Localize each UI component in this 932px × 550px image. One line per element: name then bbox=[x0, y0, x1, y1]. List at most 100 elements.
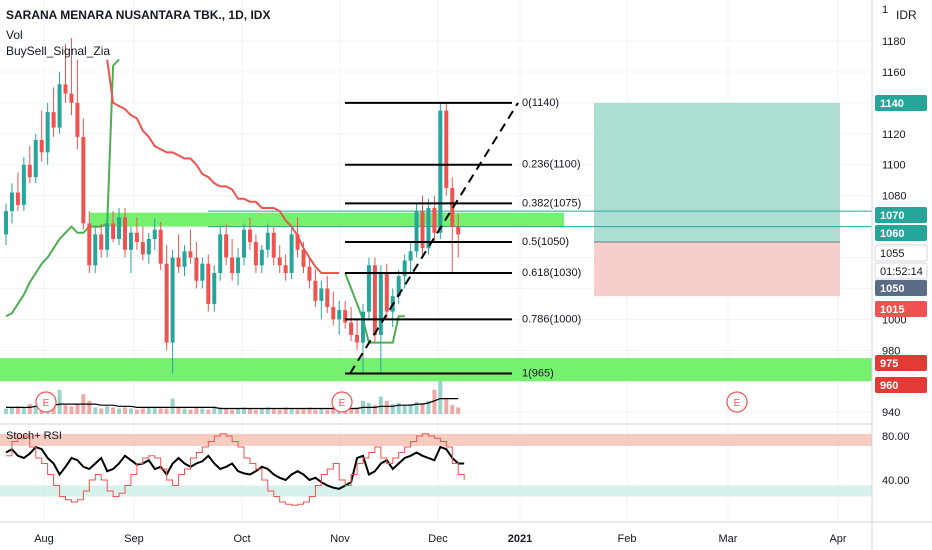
volume-ma-line bbox=[6, 398, 459, 410]
volume-bar bbox=[9, 407, 14, 414]
candle-body bbox=[337, 310, 342, 320]
candle-body bbox=[9, 192, 14, 212]
volume-bar bbox=[242, 407, 246, 414]
target-zone bbox=[594, 102, 840, 243]
stoch-tick-label: 40.00 bbox=[882, 475, 910, 487]
volume-bar bbox=[366, 403, 371, 414]
price-tick-label: 1120 bbox=[882, 129, 906, 141]
candle-body bbox=[188, 251, 193, 258]
candle-body bbox=[414, 211, 419, 252]
fib-level-label: 0.5(1050) bbox=[522, 236, 569, 248]
candle-body bbox=[176, 257, 181, 267]
price-label: 1140 bbox=[880, 98, 904, 110]
candle-body bbox=[426, 208, 431, 249]
signal-line bbox=[5, 58, 120, 318]
volume-bar bbox=[408, 404, 413, 414]
volume-bar bbox=[307, 407, 312, 414]
volume-bar bbox=[15, 406, 20, 414]
volume-bar bbox=[384, 400, 389, 414]
volume-bar bbox=[289, 408, 294, 414]
price-label-box bbox=[875, 301, 927, 317]
candle-body bbox=[152, 229, 157, 239]
candle-body bbox=[283, 265, 288, 273]
price-tick-label: 1080 bbox=[882, 191, 906, 203]
volume-bar bbox=[301, 408, 306, 414]
price-label-box bbox=[875, 280, 927, 296]
candle-body bbox=[271, 232, 276, 258]
volume-bar bbox=[426, 400, 431, 414]
volume-bar bbox=[164, 408, 169, 414]
volume-bar bbox=[396, 403, 401, 414]
candle-body bbox=[146, 238, 151, 255]
volume-bar bbox=[117, 408, 122, 414]
price-tick-label: 1000 bbox=[882, 314, 906, 326]
volume-bar bbox=[432, 389, 437, 414]
volume-bar bbox=[224, 408, 229, 414]
candle-body bbox=[57, 84, 62, 128]
volume-bar bbox=[349, 408, 354, 414]
time-tick-label: Dec bbox=[428, 533, 448, 545]
volume-bar bbox=[277, 409, 282, 414]
earnings-marker-label: E bbox=[734, 398, 741, 409]
candle-body bbox=[170, 257, 175, 343]
candle-body bbox=[200, 263, 205, 281]
earnings-marker-label: E bbox=[43, 398, 50, 409]
earnings-marker-label: E bbox=[339, 398, 346, 409]
candle-body bbox=[361, 311, 365, 343]
candle-body bbox=[75, 102, 80, 137]
candle-body bbox=[230, 257, 235, 273]
volume-bar bbox=[87, 400, 92, 414]
volume-bar bbox=[194, 407, 199, 414]
volume-bar bbox=[212, 406, 217, 414]
fib-level-label: 1(965) bbox=[522, 368, 554, 380]
candle-body bbox=[123, 217, 127, 250]
price-label: 1055 bbox=[880, 248, 904, 260]
price-label-box bbox=[874, 244, 928, 262]
earnings-marker bbox=[726, 391, 748, 413]
volume-bar bbox=[331, 407, 336, 414]
candle-body bbox=[15, 192, 20, 205]
stoch-band bbox=[0, 433, 872, 446]
price-label: 960 bbox=[880, 380, 898, 392]
candle-body bbox=[87, 223, 92, 266]
candle-body bbox=[366, 265, 371, 312]
time-tick-label: Sep bbox=[124, 533, 144, 545]
volume-bar bbox=[123, 407, 127, 414]
candle-body bbox=[408, 251, 413, 261]
candle-body bbox=[164, 263, 169, 343]
volume-bar bbox=[158, 408, 163, 414]
volume-bar bbox=[99, 408, 104, 414]
volume-bar bbox=[152, 407, 157, 414]
time-tick-label: 2021 bbox=[508, 533, 532, 545]
fib-level-label: 0.618(1030) bbox=[522, 267, 581, 279]
stoch-band bbox=[0, 485, 872, 497]
candle-body bbox=[384, 272, 389, 312]
candle-body bbox=[218, 234, 223, 273]
volume-bar bbox=[444, 398, 449, 414]
signal-line bbox=[344, 272, 405, 344]
candle-body bbox=[4, 211, 8, 235]
signal-line bbox=[106, 59, 340, 274]
volume-bar bbox=[69, 406, 74, 414]
candle-body bbox=[289, 234, 294, 273]
support-zone-lower bbox=[0, 358, 872, 382]
volume-bar bbox=[390, 404, 395, 414]
candle-body bbox=[33, 139, 38, 178]
price-tick-label: 1180 bbox=[882, 36, 906, 48]
volume-bar bbox=[236, 408, 241, 414]
candle-body bbox=[343, 310, 348, 323]
volume-bar bbox=[313, 409, 318, 414]
volume-bar bbox=[230, 409, 235, 414]
candle-body bbox=[111, 223, 116, 239]
volume-bar bbox=[182, 408, 187, 414]
fib-level-label: 0.786(1000) bbox=[522, 313, 581, 325]
candle-body bbox=[63, 84, 68, 94]
candle-body bbox=[212, 272, 217, 304]
stoch-tick-label: 80.00 bbox=[882, 431, 910, 443]
candle-body bbox=[242, 229, 246, 258]
candle-body bbox=[134, 232, 139, 243]
candle-body bbox=[325, 288, 330, 308]
volume-bar bbox=[33, 405, 38, 414]
price-label: 1050 bbox=[880, 283, 904, 295]
